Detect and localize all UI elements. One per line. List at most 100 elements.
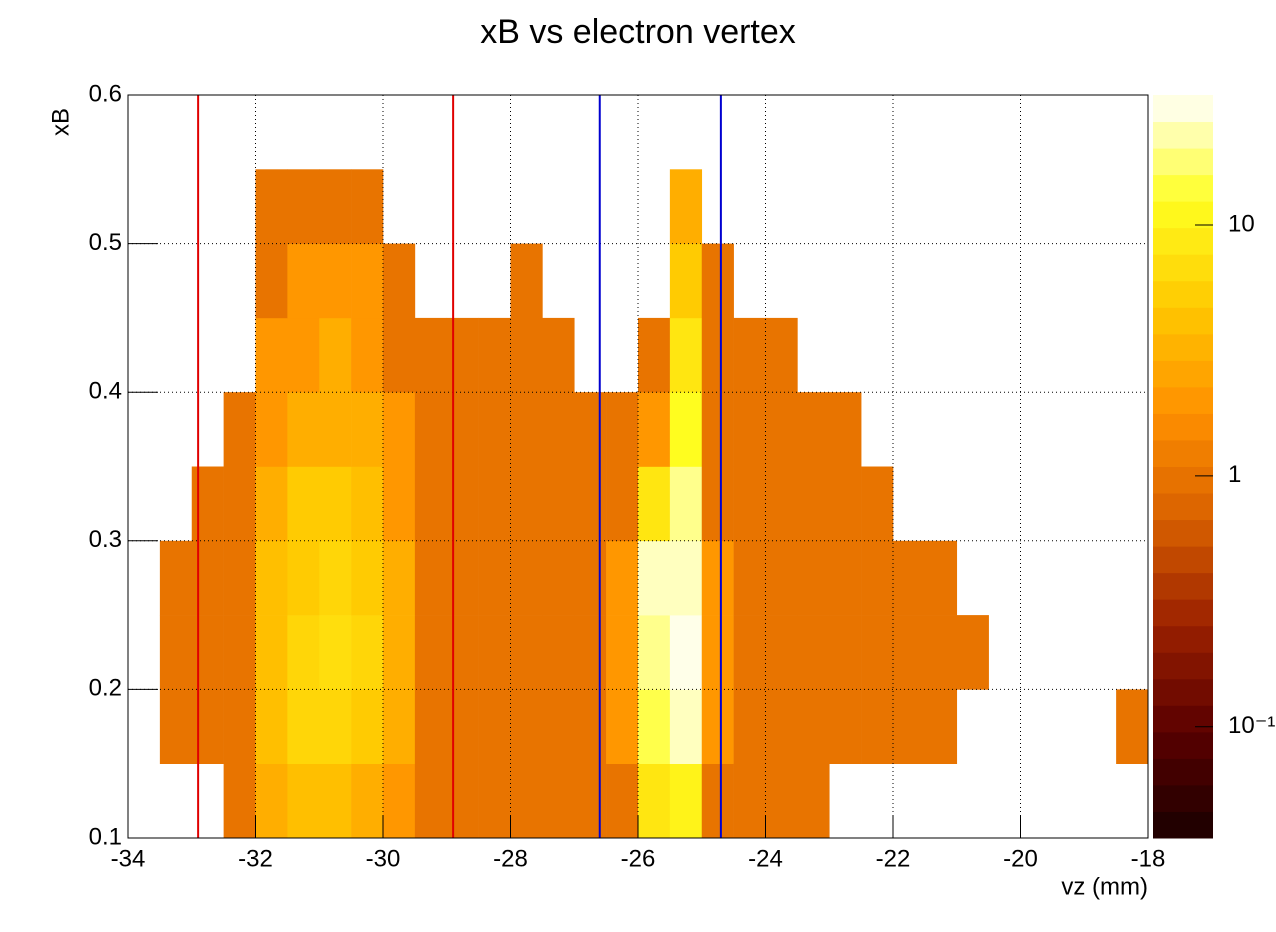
heatmap-cell [383,392,416,467]
heatmap-cell [542,689,575,764]
colorbar-band [1153,519,1213,547]
heatmap-cell [733,763,766,839]
heatmap-cell [351,392,384,467]
y-tick-label: 0.4 [89,378,122,405]
heatmap-cell [478,615,511,690]
heatmap-cell [669,317,703,393]
heatmap-cell [383,763,416,839]
heatmap-cell [797,392,830,467]
x-tick-label: -20 [1003,845,1038,872]
heatmap-cell [383,466,416,542]
heatmap-cell [255,689,288,764]
colorbar-band [1153,572,1213,600]
x-tick-label: -22 [876,845,911,872]
heatmap-cell [510,392,543,467]
heatmap-cell [414,540,448,616]
colorbar-band [1153,705,1213,733]
heatmap-cell [765,392,798,467]
colorbar-band [1153,174,1213,202]
x-tick-label: -32 [238,845,273,872]
heatmap-cell [542,392,575,467]
heatmap-cell [159,540,193,616]
x-axis-label: vz (mm) [1061,873,1148,900]
heatmap-cell [797,615,830,690]
heatmap-cell [669,763,703,839]
heatmap-cell [638,317,671,393]
heatmap-cell [1116,689,1149,764]
heatmap-cell [861,689,894,764]
heatmap-cell [701,763,734,839]
heatmap-cell [319,615,352,690]
heatmap-cell [733,615,766,690]
heatmap-cell [733,317,766,393]
colorbar-band [1153,413,1213,441]
heatmap-cell [478,392,511,467]
heatmap-cell [797,466,830,542]
colorbar-band [1153,121,1213,149]
heatmap-cell [414,466,448,542]
colorbar-band [1153,466,1213,494]
heatmap-cell [159,615,193,690]
heatmap-cell [287,615,320,690]
heatmap-cell [829,392,862,467]
heatmap-cell [223,763,256,839]
heatmap-cell [510,466,543,542]
heatmap-cell [542,317,575,393]
heatmap-cell [765,317,798,393]
heatmap-cell [893,689,926,764]
heatmap-cell [574,763,607,839]
heatmap-cell [319,689,352,764]
heatmap-cell [478,317,511,393]
heatmap-cell [287,466,320,542]
x-tick-label: -24 [748,845,783,872]
heatmap-cell [606,466,639,542]
heatmap-cell [765,763,798,839]
heatmap-cell [255,169,288,244]
heatmap-cell [574,392,607,467]
heatmap-cell [446,689,479,764]
heatmap-cell [414,317,448,393]
x-tick-label: -34 [111,845,146,872]
heatmap-cell [829,689,862,764]
heatmap-cell [191,466,224,542]
heatmap-cell [701,466,734,542]
heatmap-cell [733,540,766,616]
heatmap-cell [383,689,416,764]
heatmap-cell [606,615,639,690]
heatmap-cell [638,540,671,616]
colorbar-band [1153,731,1213,759]
colorbar-band [1153,148,1213,176]
y-tick-label: 0.3 [89,526,122,553]
heatmap-cell [319,169,352,244]
heatmap-cell [669,392,703,467]
heatmap-cell [255,317,288,393]
heatmap-cell [606,540,639,616]
colorbar-band [1153,386,1213,414]
heatmap-cell [478,763,511,839]
heatmap-cell [893,540,926,616]
heatmap-cell [191,615,224,690]
heatmap-cell [574,689,607,764]
y-tick-label: 0.6 [89,80,122,107]
colorbar-tick-label: 10 [1228,210,1255,237]
heatmap-cell [924,540,958,616]
heatmap-cell [638,615,671,690]
heatmap-cell [701,243,734,319]
heatmap-cell [861,540,894,616]
heatmap-cell [638,466,671,542]
heatmap-cell [861,615,894,690]
colorbar-band [1153,493,1213,521]
heatmap-cell [223,689,256,764]
heatmap-cell [319,392,352,467]
colorbar-band [1153,227,1213,255]
colorbar-tick-label: 10⁻¹ [1228,712,1275,739]
colorbar-band [1153,201,1213,229]
heatmap-cell [510,317,543,393]
colorbar-band [1153,280,1213,308]
heatmap-cell [797,763,830,839]
heatmap-cell [414,689,448,764]
heatmap-cell [638,392,671,467]
heatmap-cell [478,466,511,542]
heatmap-cell [255,615,288,690]
heatmap-cell [924,689,958,764]
